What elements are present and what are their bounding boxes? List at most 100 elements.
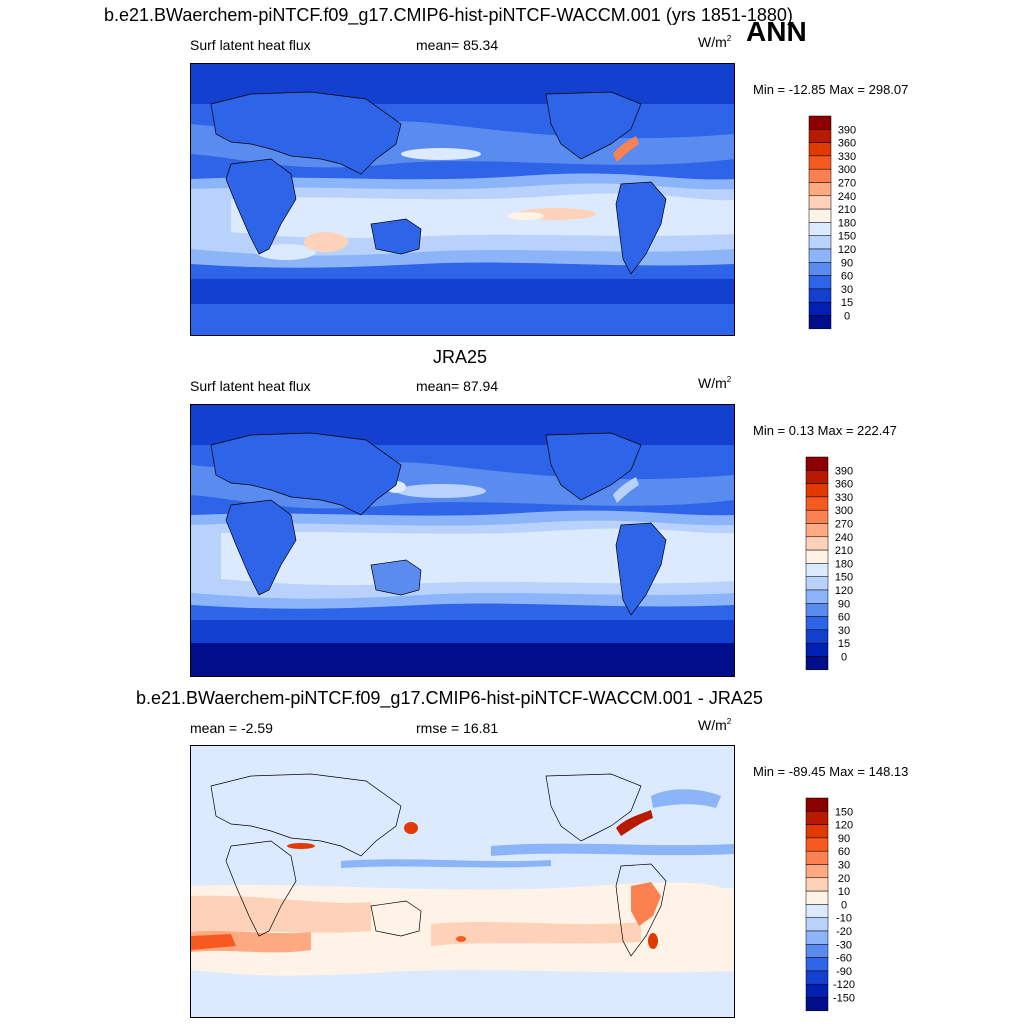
colorbar-tick-label: 10 <box>838 886 850 898</box>
colorbar-tick-label: 270 <box>835 519 853 531</box>
colorbar-swatch <box>808 275 832 290</box>
colorbar-swatch <box>805 877 829 892</box>
colorbar-tick-label: 360 <box>835 479 853 491</box>
colorbar-swatch <box>805 523 829 538</box>
colorbar-tick-label: -60 <box>836 953 852 965</box>
colorbar-swatch <box>805 576 829 591</box>
panel-diff-map <box>190 745 735 1018</box>
colorbar-swatch <box>805 629 829 644</box>
colorbar-swatch <box>805 563 829 577</box>
colorbar-tick-label: 15 <box>838 638 850 650</box>
colorbar-swatch <box>808 235 832 250</box>
colorbar-tick-label: 90 <box>838 833 850 845</box>
colorbar-tick-label: 150 <box>835 572 853 584</box>
panel-obs-mean-label: mean= 87.94 <box>416 378 499 394</box>
colorbar-tick-label: 30 <box>838 625 850 637</box>
panel-obs-unit-label: W/m2 <box>698 375 732 391</box>
colorbar-swatch <box>805 864 829 879</box>
colorbar-swatch <box>805 483 829 498</box>
colorbar-tick-label: 60 <box>838 612 850 624</box>
main-title: b.e21.BWaerchem-piNTCF.f09_g17.CMIP6-his… <box>104 5 793 25</box>
colorbar-swatch <box>808 301 832 316</box>
colorbar-swatch <box>805 642 829 657</box>
colorbar-swatch <box>805 536 829 551</box>
colorbar-swatch <box>808 129 832 143</box>
colorbar-tick-label: 30 <box>841 284 853 296</box>
colorbar-tick-label: 330 <box>838 151 856 163</box>
panel-diff-mean-label: mean = -2.59 <box>190 720 273 736</box>
colorbar-swatch <box>805 616 829 631</box>
colorbar-swatch <box>805 509 829 524</box>
colorbar-swatch <box>805 944 829 958</box>
colorbar-swatch <box>805 970 829 985</box>
panel-obs-title: JRA25 <box>433 347 488 367</box>
colorbar-tick-label: 360 <box>838 138 856 150</box>
colorbar-swatch <box>805 496 829 511</box>
colorbar-swatch <box>808 288 832 303</box>
colorbar-swatch <box>808 142 832 157</box>
colorbar-tick-label: 0 <box>841 899 847 911</box>
colorbar-swatch <box>808 248 832 263</box>
colorbar-tick-label: 390 <box>838 124 856 136</box>
colorbar-tick-label: 120 <box>838 244 856 256</box>
colorbar-swatch <box>805 811 829 825</box>
colorbar-tick-label: 120 <box>835 820 853 832</box>
panel-model-unit-label: W/m2 <box>698 34 732 50</box>
colorbar-tick-label: 300 <box>838 164 856 176</box>
colorbar-swatch <box>808 262 832 276</box>
colorbar-tick-label: -30 <box>836 939 852 951</box>
colorbar-swatch <box>805 603 829 617</box>
colorbar-swatch <box>805 589 829 604</box>
panel-obs-variable-label: Surf latent heat flux <box>190 378 311 394</box>
colorbar-tick-label: 210 <box>838 204 856 216</box>
colorbar-swatch <box>808 115 832 130</box>
colorbar-tick-label: 330 <box>835 492 853 504</box>
colorbar-tick-label: 0 <box>841 652 847 664</box>
colorbar-swatch <box>805 917 829 932</box>
colorbar-tick-label: 150 <box>838 231 856 243</box>
colorbar-swatch <box>805 850 829 865</box>
panel-obs-map <box>190 404 735 677</box>
panel-diff-rmse-label: rmse = 16.81 <box>416 720 499 736</box>
colorbar-tick-label: 90 <box>838 598 850 610</box>
panel-model-map <box>190 63 735 336</box>
colorbar-tick-label: 180 <box>838 217 856 229</box>
colorbar-tick-label: 120 <box>835 585 853 597</box>
colorbar-swatch <box>808 168 832 183</box>
panel-diff-minmax: Min = -89.45 Max = 148.13 <box>753 764 909 779</box>
colorbar-tick-label: 20 <box>838 873 850 885</box>
colorbar-swatch <box>808 315 832 330</box>
colorbar-swatch <box>805 890 829 905</box>
panel-model-mean-label: mean= 85.34 <box>416 37 499 53</box>
colorbar-swatch <box>808 208 832 223</box>
colorbar-swatch <box>805 957 829 972</box>
colorbar-tick-label: 300 <box>835 505 853 517</box>
colorbar-tick-label: 210 <box>835 545 853 557</box>
panel-diff-title: b.e21.BWaerchem-piNTCF.f09_g17.CMIP6-his… <box>136 688 763 708</box>
colorbar-swatch <box>805 930 829 945</box>
panel-obs-minmax: Min = 0.13 Max = 222.47 <box>753 423 897 438</box>
colorbar-tick-label: 240 <box>838 191 856 203</box>
colorbar-swatch <box>805 456 829 471</box>
colorbar-swatch <box>808 195 832 210</box>
colorbar-swatch <box>805 824 829 839</box>
colorbar-tick-label: 90 <box>841 257 853 269</box>
season-label: ANN <box>746 16 807 47</box>
panel-obs-colorbar: 390 360 330 300 270 240 210 180 150 120 90 60 30 15 0 <box>805 456 866 671</box>
colorbar-tick-label: 60 <box>841 271 853 283</box>
colorbar-swatch <box>808 182 832 197</box>
colorbar-tick-label: 180 <box>835 558 853 570</box>
colorbar-tick-label: 30 <box>838 860 850 872</box>
panel-model-variable-label: Surf latent heat flux <box>190 37 311 53</box>
colorbar-tick-label: 15 <box>841 297 853 309</box>
colorbar-tick-label: -120 <box>833 979 855 991</box>
panel-model-minmax: Min = -12.85 Max = 298.07 <box>753 82 909 97</box>
colorbar-swatch <box>805 470 829 484</box>
colorbar-tick-label: 150 <box>835 806 853 818</box>
colorbar-swatch <box>805 797 829 812</box>
panel-diff-unit-label: W/m2 <box>698 717 732 733</box>
colorbar-swatch <box>805 656 829 671</box>
colorbar-tick-label: 60 <box>838 846 850 858</box>
colorbar-tick-label: 270 <box>838 178 856 190</box>
colorbar-swatch <box>805 983 829 998</box>
